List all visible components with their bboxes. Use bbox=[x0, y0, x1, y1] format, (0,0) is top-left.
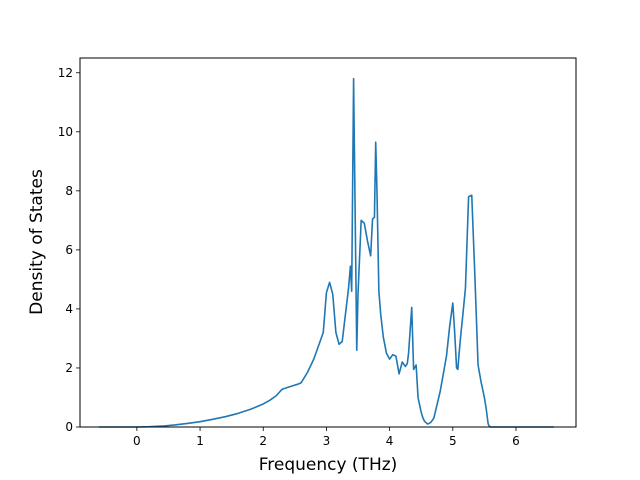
y-tick-label: 10 bbox=[58, 125, 73, 139]
y-tick-label: 0 bbox=[65, 420, 73, 434]
x-axis-label: Frequency (THz) bbox=[259, 455, 398, 475]
y-tick-label: 4 bbox=[65, 302, 73, 316]
x-tick-label: 4 bbox=[386, 434, 394, 448]
x-tick-label: 6 bbox=[512, 434, 520, 448]
y-tick-label: 12 bbox=[58, 66, 73, 80]
x-tick-label: 2 bbox=[259, 434, 267, 448]
y-axis: 0 2 4 6 8 10 12 bbox=[58, 66, 80, 434]
y-tick-label: 8 bbox=[65, 184, 73, 198]
x-tick-label: 3 bbox=[323, 434, 331, 448]
x-tick-label: 1 bbox=[196, 434, 204, 448]
x-tick-label: 0 bbox=[133, 434, 141, 448]
plot-frame bbox=[79, 57, 577, 428]
x-axis: 0 1 2 3 4 5 6 bbox=[133, 427, 520, 448]
y-tick-label: 6 bbox=[65, 243, 73, 257]
y-tick-label: 2 bbox=[65, 361, 73, 375]
plot-area bbox=[98, 77, 554, 428]
y-axis-label: Density of States bbox=[27, 169, 47, 315]
x-tick-label: 5 bbox=[449, 434, 457, 448]
series-line-0 bbox=[98, 77, 554, 428]
